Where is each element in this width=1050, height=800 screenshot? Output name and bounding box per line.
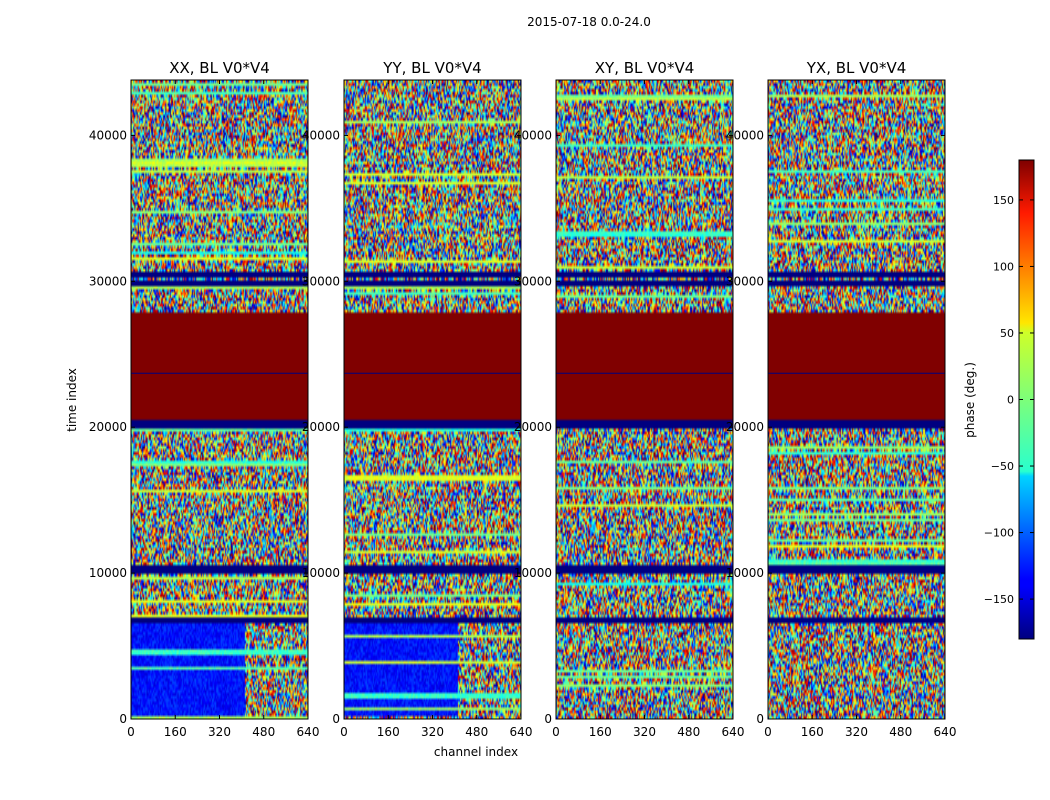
y-tick-label: 30000 bbox=[89, 274, 127, 288]
colorbar-tick-label: 100 bbox=[993, 260, 1014, 273]
colorbar-tick-label: −100 bbox=[984, 527, 1014, 540]
x-tick-label: 480 bbox=[677, 725, 700, 739]
panel-4: YX, BL V0*V4 0 160 320 480 640 0 10000 20000 3000… bbox=[726, 59, 957, 739]
y-tick-label: 0 bbox=[756, 712, 764, 726]
x-tick-label: 640 bbox=[934, 725, 957, 739]
x-tick-label: 0 bbox=[764, 725, 772, 739]
colorbar-tick-label: 0 bbox=[1007, 394, 1014, 407]
phase-heatmap-image bbox=[556, 80, 733, 719]
y-tick-label: 20000 bbox=[302, 420, 340, 434]
y-tick-label: 40000 bbox=[89, 128, 127, 142]
panel-title: XY, BL V0*V4 bbox=[595, 59, 695, 77]
y-tick-label: 10000 bbox=[302, 566, 340, 580]
panel-2: YY, BL V0*V4 0 160 320 480 640 0 10000 20000 3000… bbox=[302, 59, 533, 739]
y-tick-label: 30000 bbox=[302, 274, 340, 288]
colorbar-tick-label: 150 bbox=[993, 194, 1014, 207]
colorbar-tick-label: −50 bbox=[991, 460, 1014, 473]
x-tick-label: 640 bbox=[297, 725, 320, 739]
figure-suptitle: 2015-07-18 0.0-24.0 bbox=[527, 15, 651, 29]
x-tick-label: 0 bbox=[127, 725, 135, 739]
y-tick-label: 20000 bbox=[89, 420, 127, 434]
y-tick-label: 20000 bbox=[726, 420, 764, 434]
y-tick-label: 30000 bbox=[514, 274, 552, 288]
colorbar-tick-label: 50 bbox=[1000, 327, 1014, 340]
x-tick-label: 480 bbox=[465, 725, 488, 739]
x-tick-label: 320 bbox=[208, 725, 231, 739]
x-tick-label: 320 bbox=[633, 725, 656, 739]
y-tick-label: 0 bbox=[332, 712, 340, 726]
y-tick-label: 40000 bbox=[726, 128, 764, 142]
phase-heatmap-image bbox=[344, 80, 521, 719]
y-tick-label: 0 bbox=[119, 712, 127, 726]
x-tick-label: 160 bbox=[377, 725, 400, 739]
colorbar-tick-label: −150 bbox=[984, 593, 1014, 606]
panel-title: YX, BL V0*V4 bbox=[806, 59, 907, 77]
panel-1: XX, BL V0*V4 0 160 320 480 640 0 10000 20000 3000… bbox=[89, 59, 320, 739]
x-tick-label: 640 bbox=[722, 725, 745, 739]
y-axis-label: time index bbox=[65, 368, 79, 432]
x-axis-label: channel index bbox=[434, 745, 518, 759]
panel-title: YY, BL V0*V4 bbox=[382, 59, 481, 77]
phase-heatmap-image bbox=[131, 80, 308, 719]
panel-title: XX, BL V0*V4 bbox=[169, 59, 270, 77]
y-tick-label: 10000 bbox=[89, 566, 127, 580]
y-tick-label: 20000 bbox=[514, 420, 552, 434]
phase-heatmap-image bbox=[768, 80, 945, 719]
y-tick-label: 10000 bbox=[514, 566, 552, 580]
y-tick-label: 30000 bbox=[726, 274, 764, 288]
x-tick-label: 320 bbox=[421, 725, 444, 739]
y-tick-label: 10000 bbox=[726, 566, 764, 580]
colorbar-label: phase (deg.) bbox=[963, 362, 977, 438]
x-tick-label: 160 bbox=[589, 725, 612, 739]
panel-3: XY, BL V0*V4 0 160 320 480 640 0 10000 20000 3000… bbox=[514, 59, 745, 739]
x-tick-label: 320 bbox=[845, 725, 868, 739]
x-tick-label: 0 bbox=[340, 725, 348, 739]
x-tick-label: 480 bbox=[252, 725, 275, 739]
x-tick-label: 160 bbox=[801, 725, 824, 739]
x-tick-label: 160 bbox=[164, 725, 187, 739]
y-tick-label: 40000 bbox=[302, 128, 340, 142]
y-tick-label: 40000 bbox=[514, 128, 552, 142]
x-tick-label: 640 bbox=[510, 725, 533, 739]
x-tick-label: 0 bbox=[552, 725, 560, 739]
y-tick-label: 0 bbox=[544, 712, 552, 726]
x-tick-label: 480 bbox=[889, 725, 912, 739]
colorbar: −150 −100 −50 0 50 100 150 phase (deg.) bbox=[963, 159, 1035, 640]
